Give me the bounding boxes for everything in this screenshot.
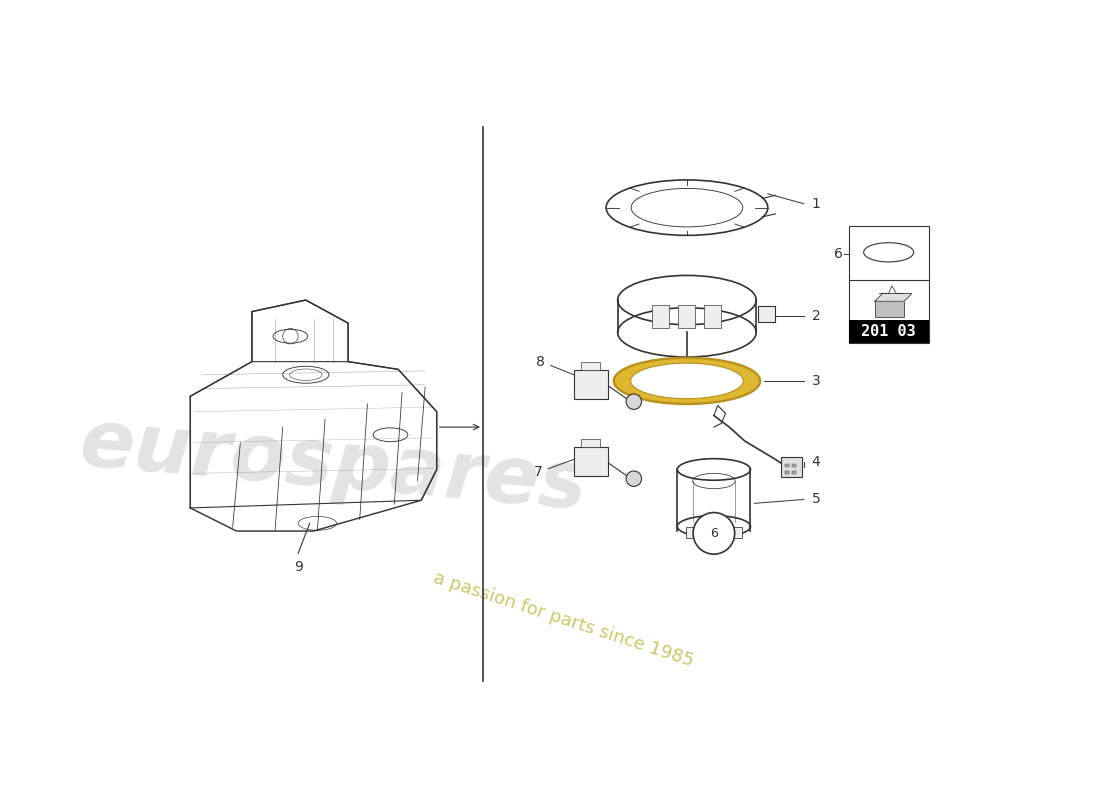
Bar bbox=[678, 305, 694, 328]
Bar bbox=[707, 527, 721, 538]
Text: 5: 5 bbox=[812, 493, 821, 506]
Text: 8: 8 bbox=[536, 355, 546, 370]
Text: 201 03: 201 03 bbox=[861, 324, 916, 339]
Bar bbox=[781, 457, 802, 477]
Text: 4: 4 bbox=[812, 454, 821, 469]
Bar bbox=[574, 447, 607, 476]
Bar bbox=[574, 370, 607, 399]
Bar bbox=[582, 362, 600, 370]
Bar bbox=[729, 527, 741, 538]
Polygon shape bbox=[874, 294, 912, 302]
Text: 1: 1 bbox=[812, 197, 821, 211]
Text: 6: 6 bbox=[834, 247, 843, 261]
Circle shape bbox=[693, 513, 735, 554]
Bar bbox=[874, 302, 904, 317]
Bar bbox=[849, 226, 928, 282]
Text: 9: 9 bbox=[294, 560, 302, 574]
Bar bbox=[758, 306, 774, 322]
Text: a passion for parts since 1985: a passion for parts since 1985 bbox=[431, 569, 696, 670]
Circle shape bbox=[626, 471, 641, 486]
Text: 2: 2 bbox=[812, 310, 821, 323]
Ellipse shape bbox=[630, 363, 744, 398]
Bar bbox=[792, 464, 795, 467]
Text: 3: 3 bbox=[812, 374, 821, 388]
Bar bbox=[704, 305, 720, 328]
Bar bbox=[686, 527, 698, 538]
Text: 7: 7 bbox=[534, 465, 542, 478]
Ellipse shape bbox=[614, 358, 760, 404]
Bar bbox=[849, 280, 928, 343]
Bar bbox=[784, 464, 789, 467]
Bar bbox=[784, 471, 789, 474]
Bar bbox=[792, 471, 795, 474]
Text: 6: 6 bbox=[710, 527, 718, 540]
Bar bbox=[849, 321, 928, 343]
Bar bbox=[582, 439, 600, 447]
Bar bbox=[652, 305, 669, 328]
Circle shape bbox=[626, 394, 641, 410]
Text: eurospares: eurospares bbox=[76, 405, 590, 526]
